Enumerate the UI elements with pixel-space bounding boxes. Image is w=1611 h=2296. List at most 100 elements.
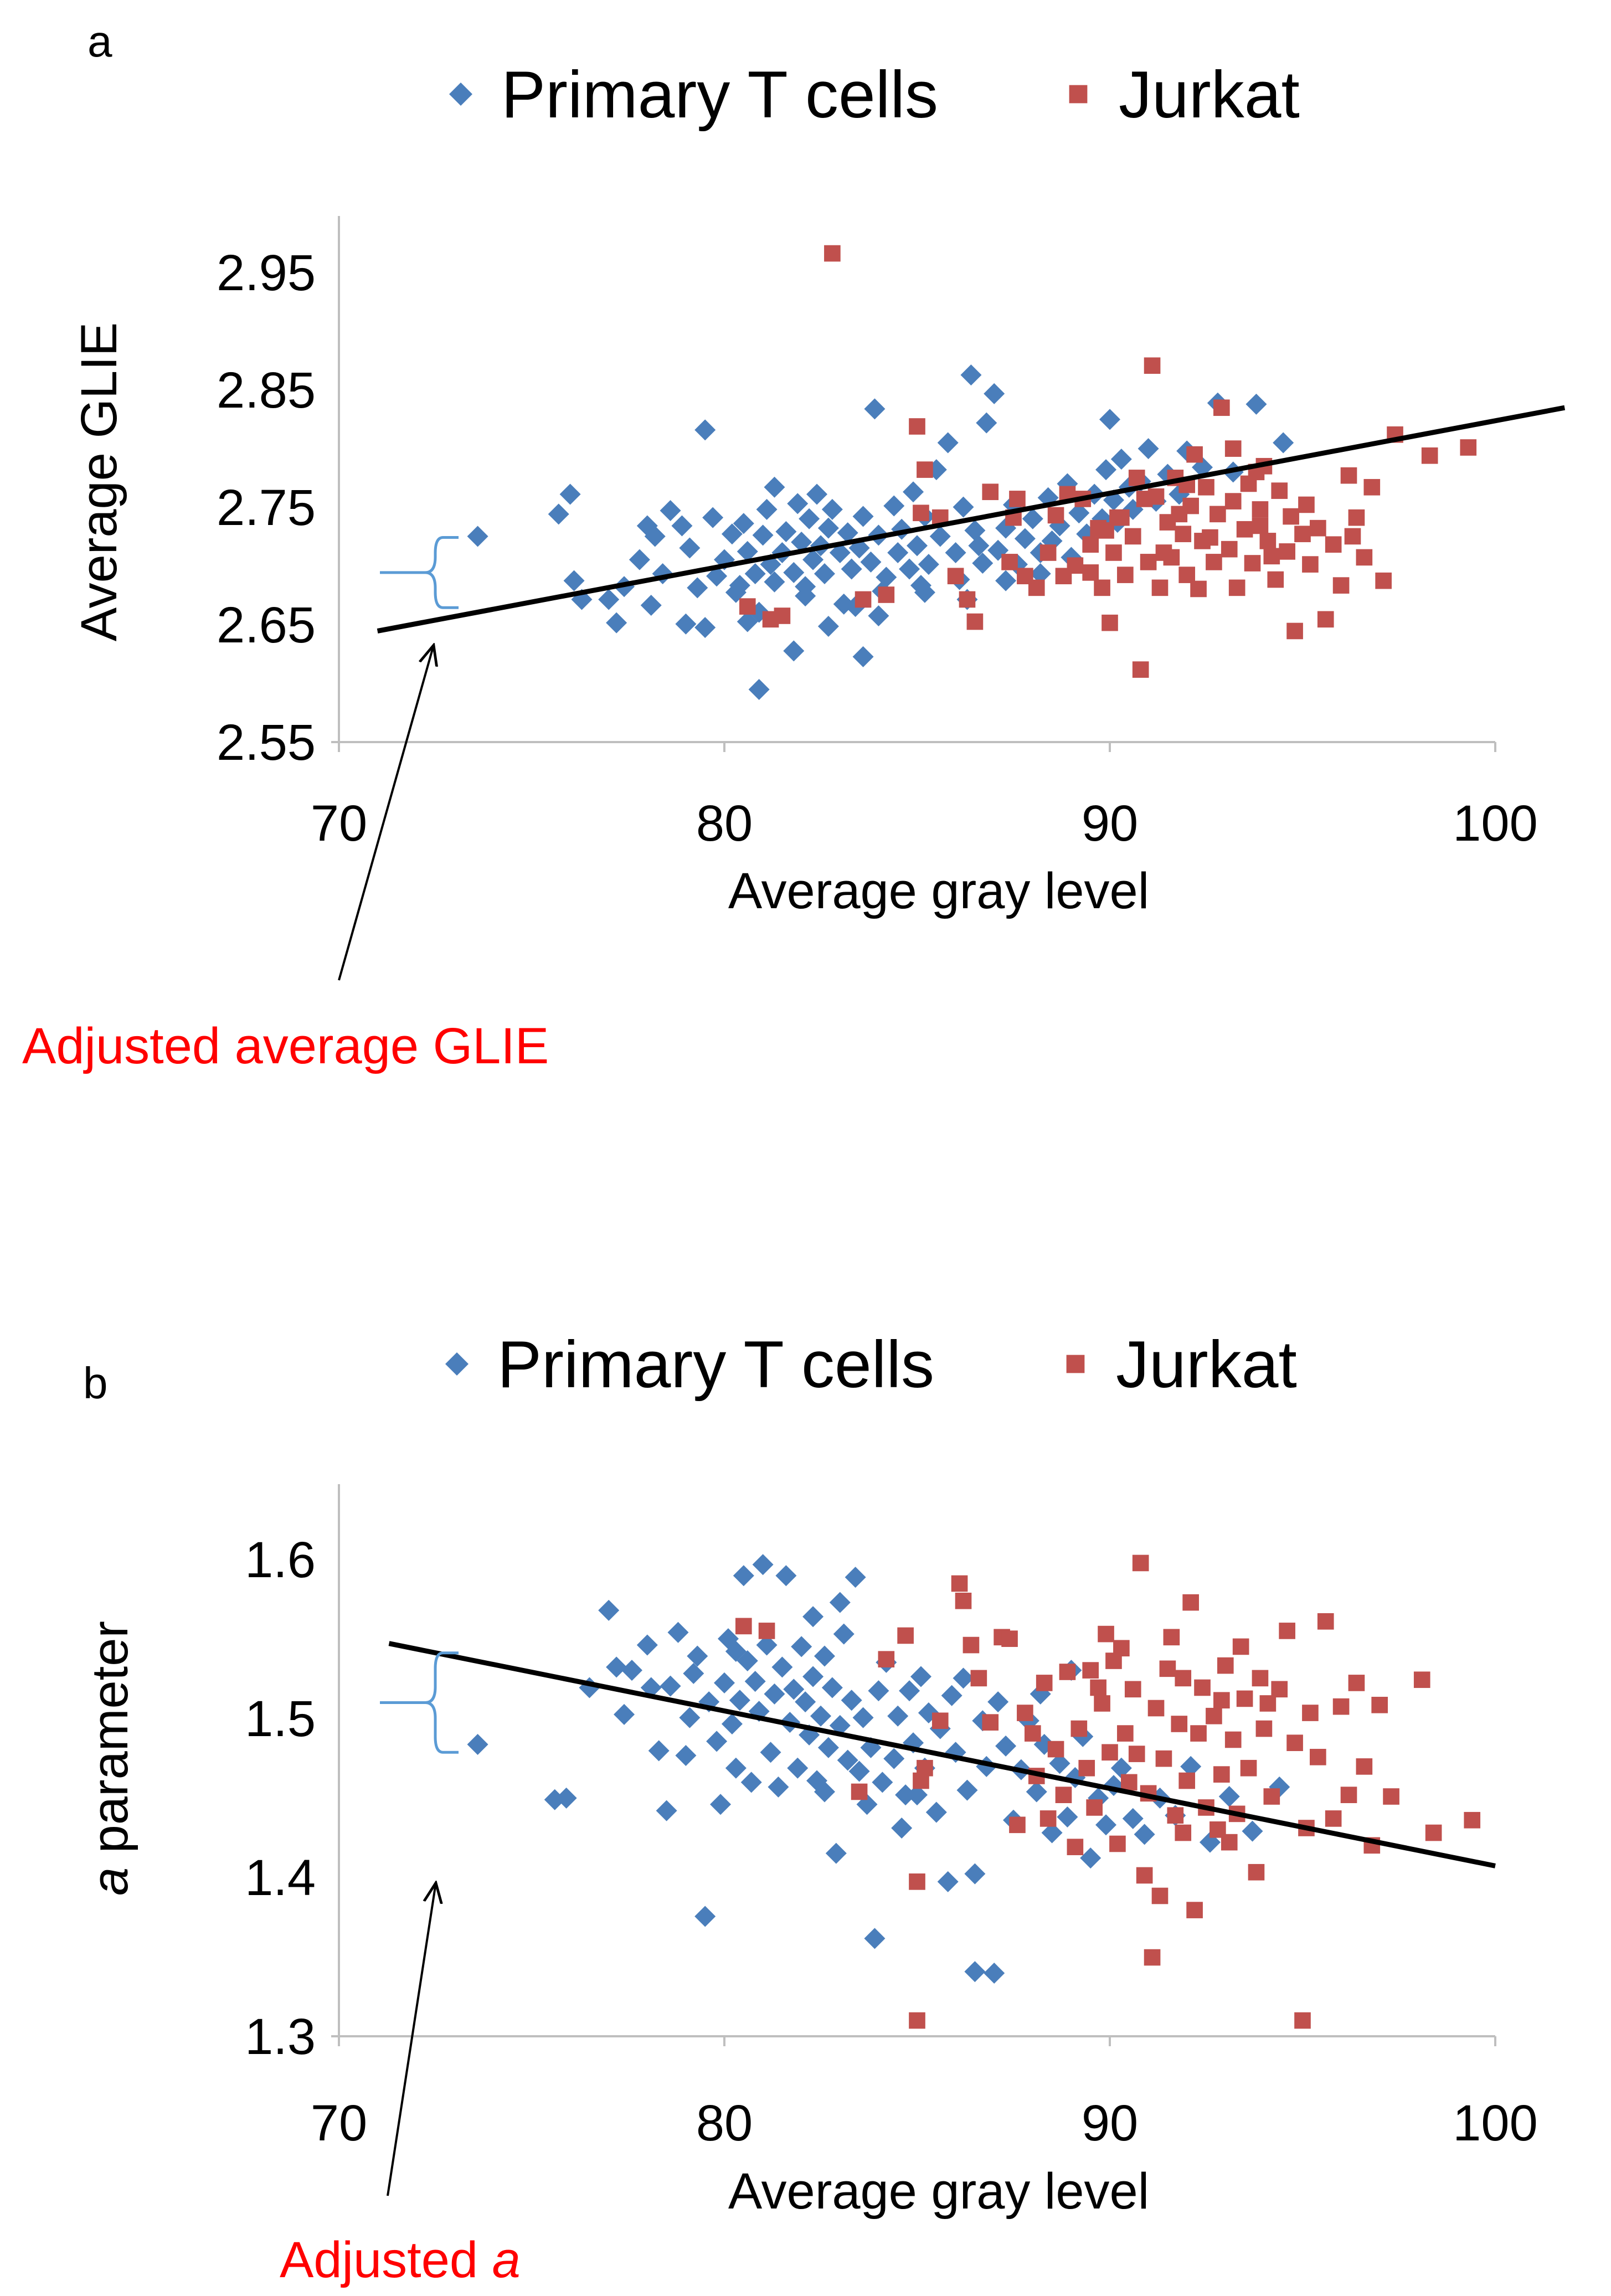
jurkat-point bbox=[1263, 548, 1280, 565]
panel-b-legend-label-primary: Primary T cells bbox=[497, 1327, 934, 1402]
primary-point bbox=[868, 1680, 889, 1702]
primary-point bbox=[710, 1794, 732, 1815]
jurkat-point bbox=[1224, 493, 1242, 509]
primary-point bbox=[984, 383, 1005, 404]
primary-point bbox=[656, 1800, 677, 1821]
primary-point bbox=[1057, 1806, 1078, 1828]
jurkat-point bbox=[1001, 554, 1018, 570]
panel-b-legend-marker-jurkat bbox=[1066, 1355, 1085, 1373]
primary-point bbox=[964, 519, 986, 541]
primary-point bbox=[548, 503, 569, 525]
primary-point bbox=[1122, 1808, 1144, 1829]
jurkat-point bbox=[1001, 1630, 1018, 1647]
jurkat-point bbox=[1340, 1787, 1357, 1803]
primary-point bbox=[640, 595, 662, 616]
primary-point bbox=[837, 522, 858, 544]
jurkat-point bbox=[1259, 1695, 1277, 1712]
primary-point bbox=[614, 1703, 635, 1725]
jurkat-point bbox=[1190, 1725, 1207, 1742]
primary-point bbox=[1022, 508, 1043, 529]
jurkat-point bbox=[1128, 1746, 1145, 1762]
panel-b-x-ticks: 70 80 90 100 bbox=[311, 2036, 1538, 2151]
primary-point bbox=[706, 1731, 728, 1752]
primary-point bbox=[1273, 432, 1294, 454]
jurkat-point bbox=[1340, 467, 1357, 484]
jurkat-point bbox=[1252, 1670, 1269, 1687]
jurkat-point bbox=[1317, 611, 1334, 628]
jurkat-point bbox=[878, 1651, 895, 1668]
jurkat-point bbox=[1279, 543, 1295, 560]
panel-a-legend-marker-primary bbox=[449, 83, 472, 106]
jurkat-point bbox=[1383, 1788, 1399, 1805]
jurkat-point bbox=[851, 1783, 868, 1800]
panel-a-ytick-label: 2.95 bbox=[217, 245, 316, 301]
primary-point bbox=[841, 558, 862, 580]
primary-point bbox=[714, 1672, 735, 1693]
primary-point bbox=[725, 1640, 747, 1662]
jurkat-point bbox=[1151, 1887, 1169, 1904]
primary-point bbox=[895, 1784, 917, 1806]
jurkat-point bbox=[1117, 1725, 1134, 1742]
primary-point bbox=[937, 432, 959, 454]
jurkat-point bbox=[1221, 540, 1238, 558]
primary-point bbox=[756, 498, 778, 520]
primary-point bbox=[837, 1749, 858, 1771]
jurkat-point bbox=[1167, 1807, 1184, 1824]
primary-point bbox=[817, 1737, 839, 1758]
jurkat-point bbox=[1213, 1766, 1230, 1783]
primary-point bbox=[972, 553, 994, 574]
jurkat-point bbox=[1460, 439, 1477, 456]
primary-point bbox=[760, 1742, 781, 1763]
panel-a-x-axis-title: Average gray level bbox=[728, 863, 1149, 919]
primary-point bbox=[968, 535, 990, 557]
jurkat-point bbox=[1302, 556, 1319, 573]
primary-point bbox=[799, 508, 820, 529]
primary-point bbox=[910, 1666, 931, 1687]
jurkat-point bbox=[1175, 1824, 1192, 1841]
primary-point bbox=[1030, 563, 1051, 584]
panel-b-annotation-prefix: Adjusted bbox=[280, 2232, 492, 2288]
primary-point bbox=[694, 419, 716, 441]
panel-a-y-axis-title: Average GLIE bbox=[71, 322, 127, 641]
jurkat-point bbox=[1240, 1759, 1257, 1777]
jurkat-point bbox=[1047, 507, 1064, 524]
primary-point bbox=[648, 1740, 670, 1762]
jurkat-point bbox=[1344, 528, 1361, 545]
panel-b-annotation: Adjusted a bbox=[280, 2232, 521, 2288]
jurkat-point bbox=[982, 1714, 999, 1731]
primary-point bbox=[1026, 1781, 1047, 1803]
primary-point bbox=[1110, 1757, 1132, 1779]
primary-point bbox=[964, 1961, 986, 1983]
jurkat-point bbox=[1109, 1835, 1126, 1852]
primary-point bbox=[817, 517, 839, 539]
jurkat-point bbox=[1413, 1671, 1430, 1688]
jurkat-point bbox=[1105, 544, 1122, 561]
jurkat-point bbox=[1198, 478, 1214, 496]
jurkat-point bbox=[1236, 1690, 1253, 1707]
primary-point bbox=[706, 565, 728, 587]
primary-point bbox=[1095, 459, 1117, 481]
primary-point bbox=[764, 1683, 785, 1705]
primary-point bbox=[1242, 1820, 1263, 1842]
primary-point bbox=[687, 1645, 708, 1667]
panel-a-ytick-label: 2.55 bbox=[217, 714, 316, 771]
jurkat-point bbox=[1017, 1705, 1033, 1721]
primary-point bbox=[771, 1656, 793, 1678]
panel-b-label: b bbox=[83, 1358, 108, 1408]
panel-a-ytick-label: 2.75 bbox=[217, 480, 316, 536]
primary-point bbox=[791, 532, 812, 553]
panel-a-points bbox=[467, 245, 1477, 700]
primary-point bbox=[764, 571, 785, 593]
primary-point bbox=[995, 1735, 1017, 1757]
panel-b-legend-marker-primary bbox=[445, 1352, 469, 1376]
primary-point bbox=[675, 1744, 697, 1766]
primary-point bbox=[752, 524, 774, 546]
jurkat-point bbox=[1098, 1625, 1114, 1643]
panel-a-xtick-label: 80 bbox=[696, 795, 753, 852]
jurkat-point bbox=[1209, 506, 1226, 523]
primary-point bbox=[953, 496, 974, 518]
jurkat-point bbox=[951, 1575, 968, 1592]
panel-a-legend-label-primary: Primary T cells bbox=[501, 58, 938, 132]
jurkat-point bbox=[931, 1712, 949, 1729]
